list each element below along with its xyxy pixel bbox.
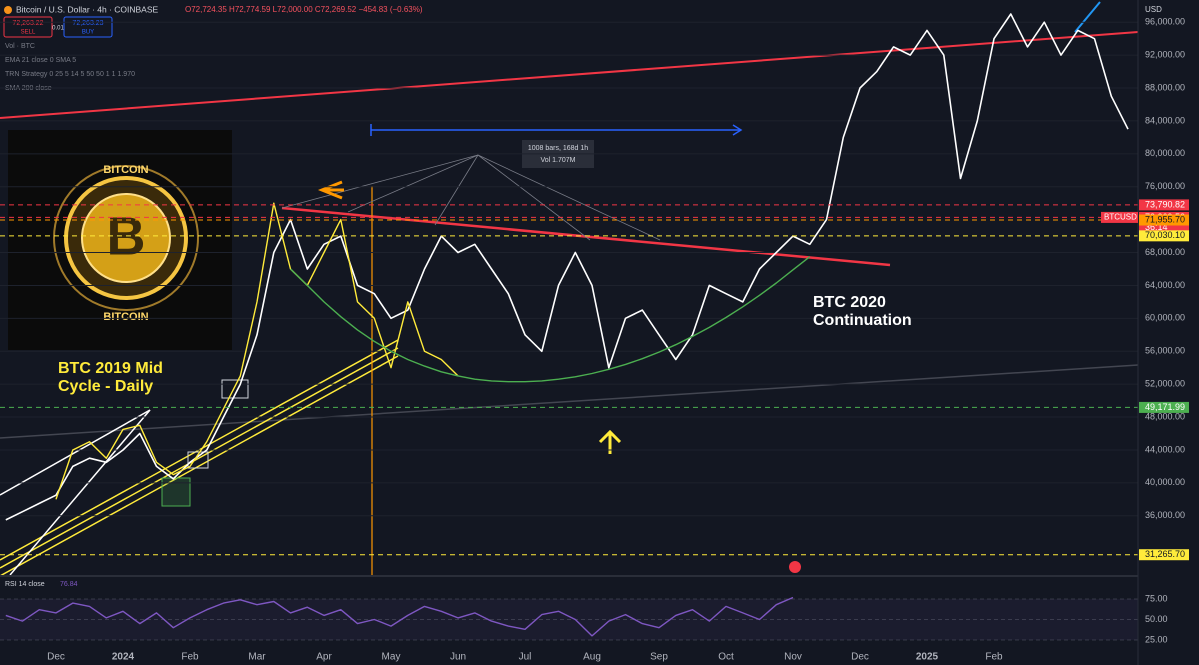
buy-price: 72,263.23	[72, 20, 103, 27]
x-tick-label: Mar	[248, 652, 266, 663]
x-tick-label: Jun	[450, 652, 466, 663]
annotation: BTC 2019 Mid Cycle - Daily	[58, 360, 163, 395]
symbol-label: BTCUSD	[1104, 213, 1137, 222]
x-tick-label: 2025	[916, 652, 939, 663]
price-axis	[1138, 0, 1199, 665]
rsi-band	[0, 599, 1138, 640]
annotation: BTC 2020 Continuation	[813, 294, 912, 329]
y-tick-label: 40,000.00	[1145, 477, 1185, 487]
symbol: Bitcoin / U.S. Dollar · 4h · COINBASE	[16, 4, 159, 14]
boxes	[187, 379, 249, 469]
series-line	[5, 596, 794, 637]
y-tick-label: 50.00	[1145, 614, 1168, 624]
indicator: TRN Strategy 0 25 5 14 5 50 50 1 1 1.970	[5, 71, 135, 78]
y-tick-label: 60,000.00	[1145, 313, 1185, 323]
spread: 0.01	[52, 26, 64, 32]
y-tick-label: 25.00	[1145, 634, 1168, 644]
x-tick-label: Nov	[784, 652, 802, 663]
symbol-icon	[4, 6, 12, 14]
x-tick-label: May	[382, 652, 401, 663]
y-tick-label: 56,000.00	[1145, 346, 1185, 356]
series-line	[55, 202, 459, 500]
y-tick-label: 96,000.00	[1145, 17, 1185, 27]
buy-button[interactable]	[63, 16, 113, 38]
y-tick-label: 68,000.00	[1145, 247, 1185, 257]
y-tick-label: 36,000.00	[1145, 510, 1185, 520]
x-tick-label: Aug	[583, 652, 601, 663]
trend-line	[1074, 1, 1101, 33]
y-tick-label: 80,000.00	[1145, 148, 1185, 158]
y-tick-label: 44,000.00	[1145, 444, 1185, 454]
measure-arrow	[370, 124, 743, 136]
series-line	[5, 13, 1129, 521]
x-tick-label: Dec	[47, 652, 65, 663]
y-tick-label: 52,000.00	[1145, 379, 1185, 389]
y-tick-label: 88,000.00	[1145, 82, 1185, 92]
trend-line	[0, 364, 1139, 439]
x-tick-label: Jul	[519, 652, 532, 663]
y-tick-label: 48,000.00	[1145, 411, 1185, 421]
indicator: EMA 21 close 0 SMA 5	[5, 57, 76, 64]
y-tick-label: 64,000.00	[1145, 280, 1185, 290]
x-tick-label: Dec	[851, 652, 869, 663]
fan	[281, 154, 661, 241]
measure-volume: Vol 1.707M	[540, 157, 575, 164]
wedge	[0, 409, 151, 576]
box	[161, 477, 191, 507]
y-tick-label: 92,000.00	[1145, 49, 1185, 59]
x-tick-label: Feb	[181, 652, 199, 663]
indicator: Vol · BTC	[5, 43, 35, 50]
x-tick-label: Feb	[985, 652, 1003, 663]
price-label: 49,171.99	[1145, 402, 1185, 412]
x-tick-label: 2024	[112, 652, 135, 663]
price-label: 73,790.82	[1145, 199, 1185, 209]
logo-center	[81, 193, 171, 283]
price-label-box	[1139, 230, 1189, 242]
sell-price: 72,263.22	[12, 20, 43, 27]
price-label-box	[1139, 401, 1189, 413]
buy-label: BUY	[82, 30, 94, 36]
price-label-box	[1139, 199, 1189, 211]
y-tick-label: 84,000.00	[1145, 115, 1185, 125]
symbol-box	[1101, 211, 1138, 223]
x-tick-label: Sep	[650, 652, 668, 663]
price-label-box	[1139, 549, 1189, 561]
y-tick-label: 75.00	[1145, 593, 1168, 603]
event-icon[interactable]	[789, 561, 801, 573]
series-line	[290, 256, 811, 383]
price-label-box	[1139, 214, 1189, 226]
price-label: 31,265.70	[1145, 549, 1185, 559]
sell-label: SELL	[21, 30, 36, 36]
plot	[0, 13, 1138, 641]
countdown: 36:14	[1145, 222, 1168, 232]
price-label: 70,030.10	[1145, 230, 1185, 240]
rsi-value: 76.84	[60, 581, 78, 588]
logo-text: BITCOIN	[103, 164, 148, 176]
measure-bars: 1008 bars, 168d 1h	[528, 145, 588, 152]
x-tick-label: Apr	[316, 652, 332, 663]
sell-button[interactable]	[3, 16, 53, 38]
rsi-title: RSI 14 close	[5, 581, 45, 588]
ohlc: O72,724.35 H72,774.59 L72,000.00 C72,269…	[185, 5, 423, 14]
price-label: 71,955.70	[1145, 214, 1185, 224]
x-tick-label: Oct	[718, 652, 734, 663]
y-tick-label: 76,000.00	[1145, 181, 1185, 191]
logo-text: BITCOIN	[103, 311, 148, 323]
currency: USD	[1145, 5, 1162, 14]
logo-ring	[53, 165, 199, 311]
trend-line	[0, 31, 1139, 119]
